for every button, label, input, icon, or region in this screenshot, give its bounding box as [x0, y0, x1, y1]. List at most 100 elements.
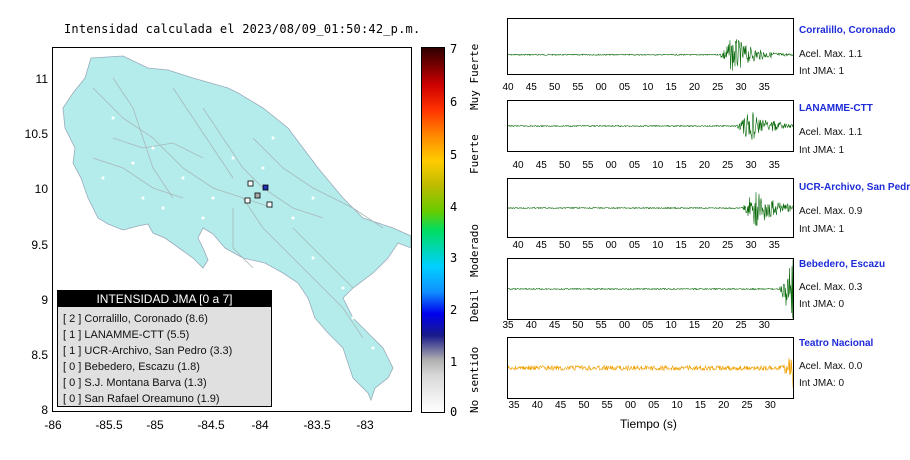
panel-tick-label: 15 [675, 160, 687, 171]
x-tick: -83.5 [303, 418, 331, 432]
panel-tick-label: 40 [525, 320, 537, 331]
station-dots [101, 116, 375, 350]
legend-item: [ 0 ] S.J. Montana Barva (1.3) [63, 377, 207, 389]
seismogram-panel[interactable] [507, 100, 794, 152]
panel-tick-label: 05 [648, 400, 660, 411]
panel-tick-label: 40 [502, 82, 514, 93]
panel-tick-label: 50 [572, 320, 584, 331]
panel-tick-label: 30 [758, 320, 770, 331]
y-tick: 9 [41, 293, 48, 307]
legend-item: [ 1 ] UCR-Archivo, San Pedro (3.3) [63, 345, 233, 357]
colorbar-number: 3 [450, 251, 458, 265]
colorbar-number: 7 [450, 42, 458, 56]
waveform-trace [507, 259, 794, 319]
y-tick: 10 [34, 182, 48, 196]
station-name: LANAMME-CTT [799, 103, 873, 114]
colorbar-label: Moderado [468, 224, 481, 277]
panel-tick-label: 10 [642, 82, 654, 93]
map-title: Intensidad calculada el 2023/08/09_01:50… [64, 22, 421, 36]
panel-tick-label: 25 [722, 240, 734, 251]
panel-tick-label: 50 [549, 82, 561, 93]
colorbar-number: 1 [450, 355, 458, 369]
waveform-trace [507, 357, 794, 388]
seismogram-panel[interactable] [507, 18, 794, 75]
panel-tick-label: 45 [525, 82, 537, 93]
panel-tick-label: 55 [572, 82, 584, 93]
panel-tick-label: 35 [758, 82, 770, 93]
colorbar-number: 2 [450, 303, 458, 317]
y-tick: 8.5 [31, 348, 48, 362]
seismogram-panel[interactable] [507, 178, 794, 238]
waveform-trace [507, 192, 794, 227]
panel-tick-label: 10 [652, 240, 664, 251]
panel-tick-label: 35 [502, 320, 514, 331]
legend-item: [ 0 ] Bebedero, Escazu (1.8) [63, 361, 200, 373]
panel-tick-label: 30 [745, 160, 757, 171]
colorbar-number: 4 [450, 200, 458, 214]
legend-item: [ 2 ] Corralillo, Coronado (8.6) [63, 313, 208, 325]
station-accel: Acel. Max. 0.3 [799, 282, 863, 293]
colorbar-number: 5 [450, 148, 458, 162]
legend-item: [ 0 ] San Rafael Oreamuno (1.9) [63, 393, 220, 405]
panel-tick-label: 20 [698, 240, 710, 251]
panel-tick-label: 25 [735, 320, 747, 331]
station-accel: Acel. Max. 1.1 [799, 127, 863, 138]
panel-tick-label: 10 [671, 400, 683, 411]
colorbar-number: 6 [450, 95, 458, 109]
station-jma: Int JMA: 1 [799, 66, 845, 77]
panel-tick-label: 55 [601, 400, 613, 411]
panel-tick-label: 20 [688, 82, 700, 93]
costa-rica-landmass [62, 55, 411, 402]
panel-tick-label: 35 [768, 240, 780, 251]
panel-tick-label: 45 [555, 400, 567, 411]
panel-tick-label: 35 [768, 160, 780, 171]
panel-tick-label: 55 [582, 160, 594, 171]
panel-tick-label: 50 [578, 400, 590, 411]
intensity-legend: INTENSIDAD JMA [0 a 7] [ 2 ] Corralillo,… [57, 290, 272, 407]
seismogram-panel[interactable] [507, 337, 794, 399]
panel-tick-label: 20 [712, 320, 724, 331]
station-accel: Acel. Max. 0.9 [799, 206, 863, 217]
panel-tick-label: 10 [665, 320, 677, 331]
seismogram-panel[interactable] [507, 258, 794, 320]
panel-tick-label: 20 [718, 400, 730, 411]
panel-tick-label: 20 [698, 160, 710, 171]
panel-tick-label: 55 [595, 320, 607, 331]
intensity-markers [244, 180, 273, 208]
panel-tick-label: 05 [628, 240, 641, 251]
station-accel: Acel. Max. 0.0 [799, 361, 863, 372]
station-accel: Acel. Max. 1.1 [799, 49, 863, 60]
panel-tick-label: 45 [549, 320, 561, 331]
x-tick: -85 [146, 418, 164, 432]
station-name: Corralillo, Coronado [799, 25, 896, 36]
station-name: Bebedero, Escazu [799, 259, 886, 270]
panel-tick-label: 05 [628, 160, 641, 171]
panel-tick-label: 25 [741, 400, 753, 411]
waveform-trace [507, 39, 794, 71]
station-name: UCR-Archivo, San Pedro [799, 182, 910, 193]
time-axis-label: Tiempo (s) [620, 417, 677, 431]
panel-tick-label: 05 [618, 82, 631, 93]
panel-tick-label: 55 [582, 240, 594, 251]
panel-tick-label: 15 [665, 82, 677, 93]
panel-tick-label: 45 [535, 160, 547, 171]
station-jma: Int JMA: 1 [799, 224, 845, 235]
panel-tick-label: 45 [535, 240, 547, 251]
legend-title: INTENSIDAD JMA [0 a 7] [58, 291, 271, 307]
road-network [92, 77, 384, 339]
panel-tick-label: 00 [605, 160, 617, 171]
panel-tick-label: 05 [642, 320, 654, 331]
panel-tick-label: 35 [508, 400, 520, 411]
x-tick: -84 [251, 418, 269, 432]
colorbar-label: Fuerte [468, 134, 481, 174]
waveform-trace [507, 112, 794, 140]
panel-tick-label: 40 [512, 160, 524, 171]
station-name: Teatro Nacional [799, 338, 874, 349]
panel-tick-label: 15 [688, 320, 700, 331]
station-jma: Int JMA: 0 [799, 299, 845, 310]
panel-tick-label: 40 [512, 240, 524, 251]
panel-tick-label: 50 [559, 160, 571, 171]
y-tick: 9.5 [31, 238, 48, 252]
y-tick: 11 [35, 72, 48, 86]
intensity-colorbar [421, 47, 445, 413]
